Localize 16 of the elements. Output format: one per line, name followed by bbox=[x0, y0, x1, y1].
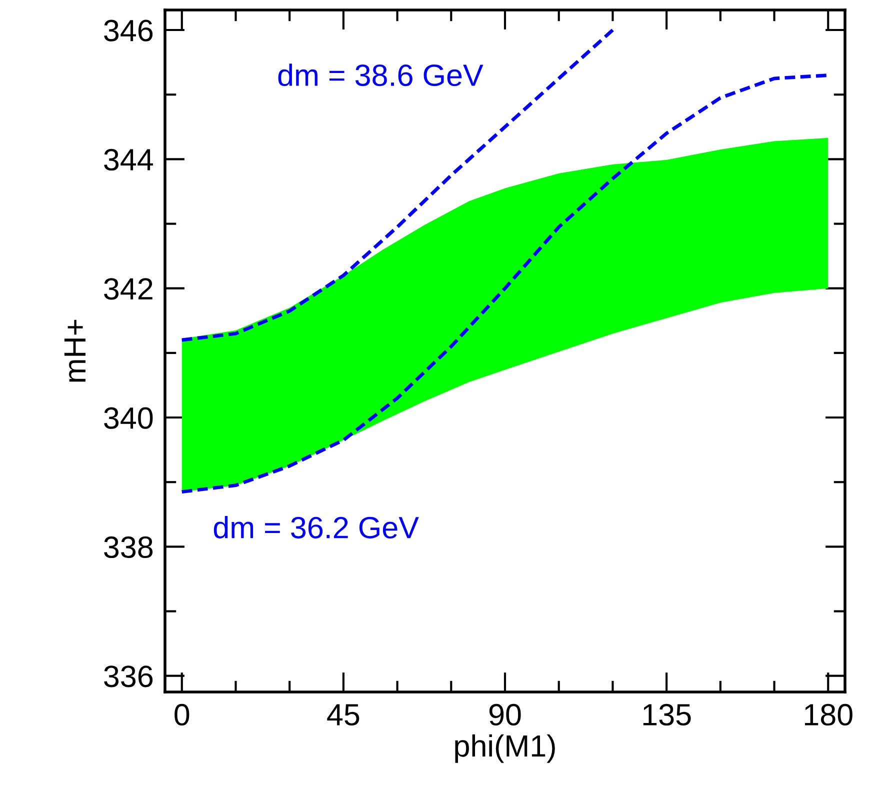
y-tick-label: 346 bbox=[104, 20, 153, 42]
x-tick-label: 180 bbox=[804, 704, 852, 726]
y-tick-label: 344 bbox=[104, 148, 153, 171]
x-tick-label: 45 bbox=[327, 704, 360, 726]
y-tick-label: 342 bbox=[104, 278, 152, 300]
line-series bbox=[180, 28, 614, 342]
y-tick-label: 336 bbox=[104, 666, 153, 688]
y-tick-label: 338 bbox=[104, 536, 153, 558]
x-tick-label: 0 bbox=[174, 704, 190, 726]
y-axis-title: mH+ bbox=[64, 320, 86, 382]
x-tick-label: 90 bbox=[489, 704, 521, 726]
annotation: dm = 38.6 GeV bbox=[278, 64, 484, 86]
x-axis-title: phi(M1) bbox=[455, 734, 555, 763]
x-tick-label: 135 bbox=[643, 704, 691, 726]
y-tick-label: 340 bbox=[104, 407, 153, 429]
annotation: dm = 36.2 GeV bbox=[214, 516, 419, 538]
